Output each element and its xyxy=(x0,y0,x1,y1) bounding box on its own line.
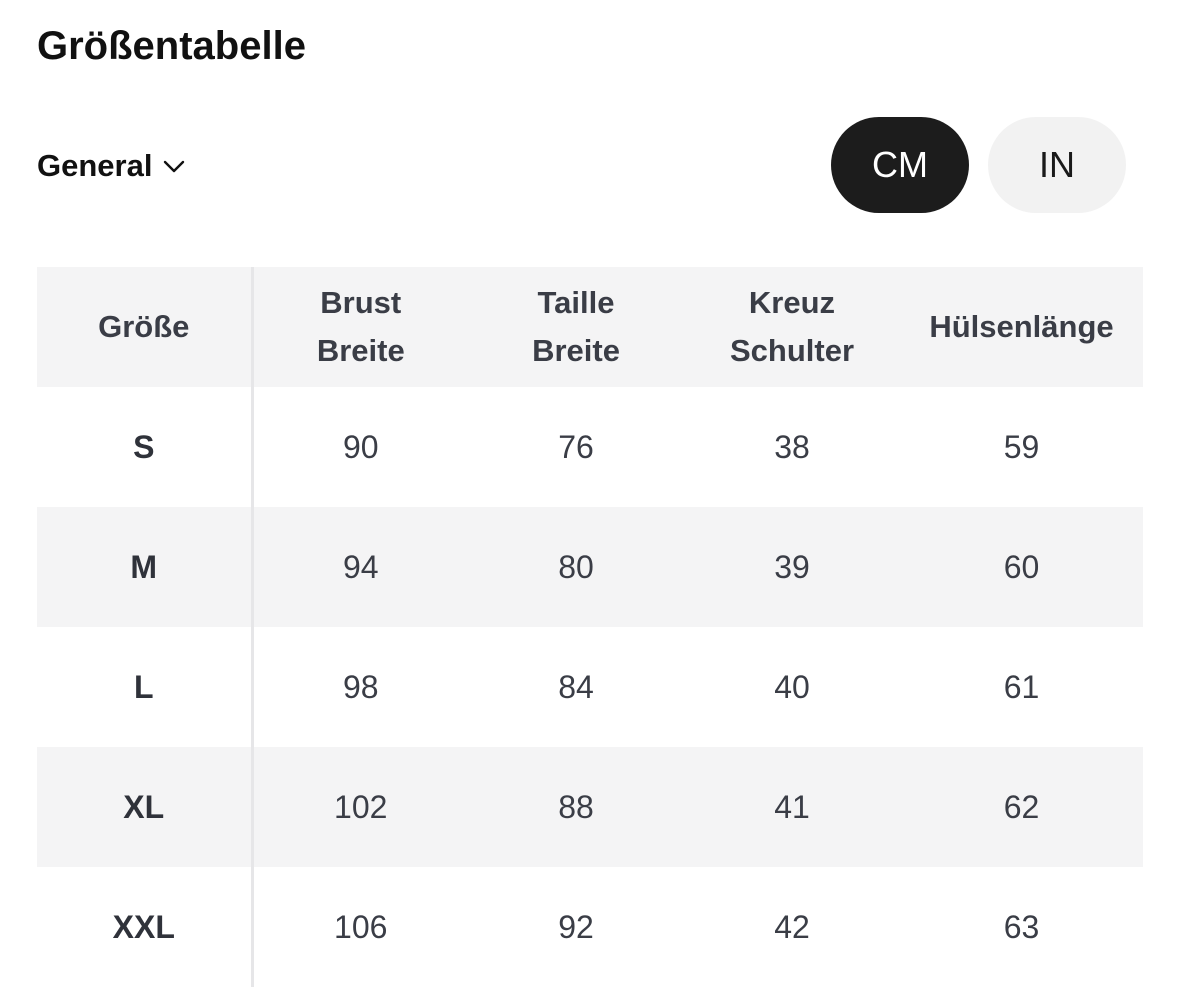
value-cell: 59 xyxy=(1003,428,1040,465)
value-cell: 94 xyxy=(342,548,379,585)
value-cell: 63 xyxy=(1003,908,1040,945)
unit-in-button[interactable]: IN xyxy=(988,117,1126,213)
header-waist-line1: Taille xyxy=(537,285,615,320)
value-cell: 60 xyxy=(1003,548,1040,585)
value-cell: 98 xyxy=(342,668,379,705)
value-cell: 88 xyxy=(558,788,594,825)
table-row: XXL 106 92 42 63 xyxy=(37,867,1143,987)
table-row: S 90 76 38 59 xyxy=(37,387,1143,507)
size-cell: XL xyxy=(37,747,254,867)
page-title: Größentabelle xyxy=(37,24,306,68)
unit-toggle: CM IN xyxy=(831,117,1126,213)
size-chart-table: Größe Brust Breite Taille Breite Kreuz S… xyxy=(37,267,1145,987)
value-cell: 42 xyxy=(774,908,810,945)
header-chest-line1: Brust xyxy=(320,285,402,320)
value-cell: 90 xyxy=(342,428,379,465)
header-sleeve-line1: Hülsenlänge xyxy=(929,309,1114,344)
header-shoulder-line1: Kreuz xyxy=(748,285,836,320)
value-cell: 102 xyxy=(334,788,388,825)
table-row: XL 102 88 41 62 xyxy=(37,747,1143,867)
size-cell: L xyxy=(37,627,254,747)
size-cell: S xyxy=(37,387,254,507)
size-cell: M xyxy=(37,507,254,627)
header-waist: Taille Breite xyxy=(468,267,684,387)
header-chest: Brust Breite xyxy=(252,267,468,387)
value-cell: 80 xyxy=(558,548,594,585)
header-waist-line2: Breite xyxy=(532,333,620,368)
header-shoulder-line2: Schulter xyxy=(729,333,855,368)
header-sleeve: Hülsenlänge xyxy=(900,267,1143,387)
value-cell: 39 xyxy=(774,548,810,585)
table-header-row: Größe Brust Breite Taille Breite Kreuz S… xyxy=(37,267,1143,387)
value-cell: 84 xyxy=(558,668,594,705)
header-shoulder: Kreuz Schulter xyxy=(684,267,900,387)
value-cell: 62 xyxy=(1003,788,1040,825)
value-cell: 40 xyxy=(774,668,810,705)
value-cell: 41 xyxy=(774,788,810,825)
table-row: L 98 84 40 61 xyxy=(37,627,1143,747)
region-dropdown[interactable]: General xyxy=(37,144,186,188)
value-cell: 76 xyxy=(558,428,594,465)
value-cell: 61 xyxy=(1003,668,1040,705)
value-cell: 38 xyxy=(774,428,810,465)
unit-cm-button[interactable]: CM xyxy=(831,117,969,213)
region-dropdown-label: General xyxy=(37,148,153,183)
value-cell: 92 xyxy=(558,908,594,945)
chevron-down-icon xyxy=(164,160,185,173)
size-cell: XXL xyxy=(37,867,254,987)
header-chest-line2: Breite xyxy=(316,333,405,368)
header-size: Größe xyxy=(37,267,254,387)
value-cell: 106 xyxy=(334,908,388,945)
table-row: M 94 80 39 60 xyxy=(37,507,1143,627)
header-size-line1: Größe xyxy=(98,309,190,344)
